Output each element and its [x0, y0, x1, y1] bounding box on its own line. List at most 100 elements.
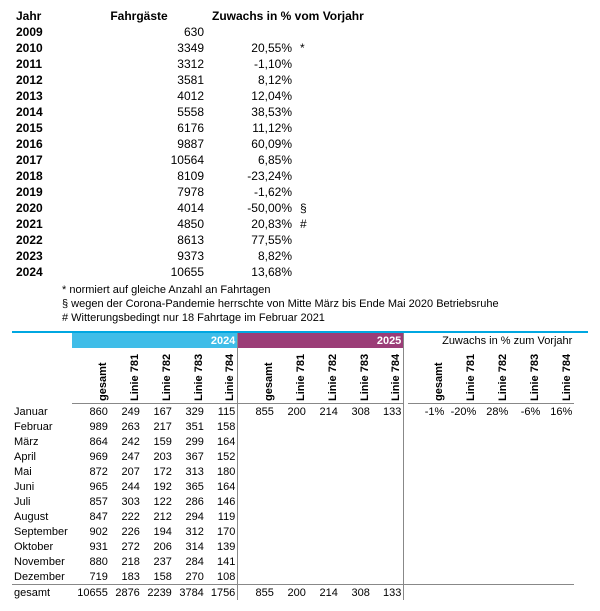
cell-pct	[446, 509, 478, 524]
cell-2024: 146	[206, 494, 238, 509]
cell-2024: 965	[72, 479, 110, 494]
cell-pct: 8,82%	[208, 248, 296, 264]
cell-2024: 158	[206, 419, 238, 434]
cell-pax: 10655	[70, 264, 208, 280]
cell-2025	[308, 554, 340, 569]
annual-row: 20113312-1,10%	[12, 56, 588, 72]
cell-2025	[372, 524, 404, 539]
cell-year: 2018	[12, 168, 70, 184]
cell-2025: 200	[276, 404, 308, 420]
cell-year: 2009	[12, 24, 70, 40]
cell-pct	[510, 585, 542, 601]
cell-pct	[408, 509, 446, 524]
cell-pct	[478, 585, 510, 601]
cell-note	[319, 264, 588, 280]
cell-pct: 12,04%	[208, 88, 296, 104]
cell-pct	[542, 419, 574, 434]
cell-2024: 167	[142, 404, 174, 420]
cell-month: März	[12, 434, 72, 449]
cell-year: 2013	[12, 88, 70, 104]
cell-2024: 212	[142, 509, 174, 524]
month-row: November880218237284141	[12, 554, 574, 569]
cell-2025	[276, 434, 308, 449]
cell-pct	[478, 449, 510, 464]
cell-pct	[408, 569, 446, 585]
header-jahr: Jahr	[12, 8, 70, 24]
cell-year: 2024	[12, 264, 70, 280]
cell-2025	[276, 494, 308, 509]
cell-pct	[542, 479, 574, 494]
cell-2024: 192	[142, 479, 174, 494]
annual-row: 201235818,12%	[12, 72, 588, 88]
cell-pax: 4014	[70, 200, 208, 216]
cell-pct	[542, 494, 574, 509]
sub-l783: Linie 783	[174, 348, 206, 404]
cell-year: 2010	[12, 40, 70, 56]
cell-pct	[510, 419, 542, 434]
month-row: Juni965244192365164	[12, 479, 574, 494]
month-row: März864242159299164	[12, 434, 574, 449]
annual-row: 2013401212,04%	[12, 88, 588, 104]
cell-month: gesamt	[12, 585, 72, 601]
annual-row: 2016988760,09%	[12, 136, 588, 152]
cell-pct: 20,83%	[208, 216, 296, 232]
month-row: gesamt1065528762239378417568552002143081…	[12, 585, 574, 601]
cell-pct	[478, 419, 510, 434]
cell-pct	[478, 494, 510, 509]
zuwachs-header: Zuwachs in % zum Vorjahr	[408, 333, 574, 348]
cell-pct: -1,10%	[208, 56, 296, 72]
cell-year: 2012	[12, 72, 70, 88]
cell-pct	[542, 509, 574, 524]
cell-2024: 294	[174, 509, 206, 524]
cell-2024: 864	[72, 434, 110, 449]
cell-pct	[446, 585, 478, 601]
cell-mark	[296, 120, 319, 136]
cell-2025	[308, 524, 340, 539]
cell-note	[319, 88, 588, 104]
cell-2024: 284	[174, 554, 206, 569]
cell-pct	[408, 524, 446, 539]
cell-2025: 855	[238, 585, 276, 601]
cell-2025: 214	[308, 404, 340, 420]
cell-2025	[340, 434, 372, 449]
cell-2024: 249	[110, 404, 142, 420]
cell-pax: 6176	[70, 120, 208, 136]
cell-2024: 329	[174, 404, 206, 420]
cell-2024: 115	[206, 404, 238, 420]
cell-pct: -20%	[446, 404, 478, 420]
cell-month: Mai	[12, 464, 72, 479]
cell-month: Januar	[12, 404, 72, 420]
annual-table: Jahr Fahrgäste Zuwachs in % vom Vorjahr …	[12, 8, 588, 24]
cell-2025	[308, 449, 340, 464]
cell-2024: 206	[142, 539, 174, 554]
cell-2024: 152	[206, 449, 238, 464]
annual-row: 2010334920,55%*	[12, 40, 588, 56]
annual-row: 2015617611,12%	[12, 120, 588, 136]
cell-2025	[238, 569, 276, 585]
cell-2025	[238, 494, 276, 509]
cell-pct	[446, 449, 478, 464]
cell-pct	[510, 539, 542, 554]
cell-2024: 857	[72, 494, 110, 509]
cell-pct	[408, 585, 446, 601]
cell-2025	[308, 509, 340, 524]
cell-pct	[542, 539, 574, 554]
cell-pct	[510, 479, 542, 494]
cell-pct	[408, 539, 446, 554]
cell-note	[319, 24, 588, 40]
cell-2024: 170	[206, 524, 238, 539]
cell-2025	[276, 419, 308, 434]
cell-pct: -23,24%	[208, 168, 296, 184]
cell-2025	[308, 539, 340, 554]
cell-2024: 237	[142, 554, 174, 569]
cell-year: 2022	[12, 232, 70, 248]
annual-row: 2009630	[12, 24, 588, 40]
cell-month: September	[12, 524, 72, 539]
cell-pax: 4012	[70, 88, 208, 104]
cell-mark: §	[296, 200, 319, 216]
month-row: August847222212294119	[12, 509, 574, 524]
cell-pct	[408, 419, 446, 434]
cell-pct	[542, 569, 574, 585]
cell-pct	[542, 464, 574, 479]
annual-row: 2014555838,53%	[12, 104, 588, 120]
